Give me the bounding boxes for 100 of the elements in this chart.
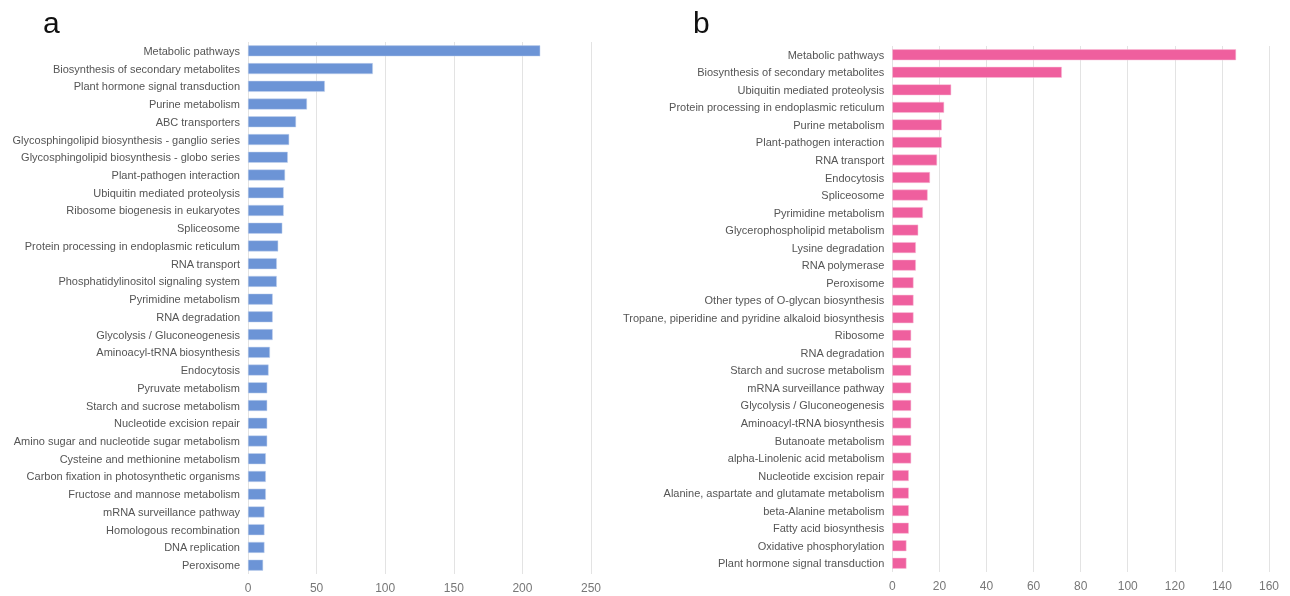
- y-tick-label: mRNA surveillance pathway: [103, 505, 241, 518]
- x-tick-label: 80: [1073, 579, 1088, 593]
- y-tick-label: Amino sugar and nucleotide sugar metabolism: [13, 435, 240, 447]
- bar: [248, 559, 264, 571]
- x-tick-label: 60: [1026, 579, 1041, 593]
- y-tick-label: RNA polymerase: [801, 259, 885, 272]
- bar: [248, 488, 266, 500]
- x-tick-label: 100: [1117, 579, 1139, 593]
- x-tick-label: 100: [375, 581, 396, 595]
- y-tick-label: Protein processing in endoplasmic reticulum: [24, 239, 240, 252]
- bar: [248, 258, 277, 270]
- bar: [248, 134, 290, 146]
- bar: [892, 364, 912, 376]
- y-tick-label: Purine metabolism: [148, 98, 240, 111]
- y-tick-label: Tropane, piperidine and pyridine alkaloid biosynthesis: [623, 311, 885, 324]
- y-tick-label: Plant hormone signal transduction: [717, 557, 885, 570]
- y-tick-label: Purine metabolism: [793, 118, 885, 131]
- bar: [248, 275, 277, 287]
- y-tick-label: beta-Alanine metabolism: [763, 504, 885, 517]
- y-tick-label: Other types of O-glycan biosynthesis: [704, 294, 885, 307]
- y-tick-label: Pyrimidine metabolism: [129, 293, 240, 306]
- bar: [892, 119, 942, 131]
- bar: [892, 101, 945, 113]
- bar: [892, 505, 909, 517]
- bar: [892, 259, 916, 271]
- y-tick-label: Nucleotide excision repair: [114, 417, 241, 430]
- bar: [892, 294, 914, 306]
- bar: [248, 329, 273, 341]
- bar: [892, 470, 909, 481]
- y-tick-label: Plant hormone signal transduction: [73, 80, 240, 93]
- y-tick-label: Glycosphingolipid biosynthesis - globo series: [21, 151, 241, 164]
- y-tick-label: Aminoacyl-tRNA biosynthesis: [96, 346, 241, 359]
- y-tick-label: Peroxisome: [826, 276, 885, 289]
- y-tick-label: RNA transport: [815, 153, 885, 166]
- y-tick-label: Ubiquitin mediated proteolysis: [737, 83, 885, 96]
- bar: [248, 63, 373, 75]
- y-tick-label: Pyruvate metabolism: [137, 381, 240, 394]
- x-tick-label: 0: [888, 579, 896, 593]
- y-tick-label: Homologous recombination: [106, 523, 240, 536]
- y-tick-label: Oxidative phosphorylation: [757, 539, 885, 552]
- y-tick-label: Alanine, aspartate and glutamate metabolism: [663, 487, 885, 500]
- y-tick-label: Butanoate metabolism: [774, 434, 885, 447]
- bar: [248, 293, 273, 305]
- bar: [892, 435, 912, 446]
- bar: [248, 453, 266, 465]
- x-tick-label: 200: [512, 581, 533, 595]
- bar: [892, 84, 952, 96]
- bar: [892, 487, 909, 499]
- bar: [248, 417, 268, 429]
- y-tick-label: Pyrimidine metabolism: [773, 206, 885, 219]
- y-tick-label: Plant-pathogen interaction: [111, 169, 240, 181]
- bar: [892, 557, 907, 569]
- y-tick-label: Glycolysis / Gluconeogenesis: [96, 328, 241, 341]
- bar: [248, 240, 279, 252]
- bar: [892, 49, 1237, 61]
- y-tick-label: Aminoacyl-tRNA biosynthesis: [740, 416, 885, 429]
- x-tick-label: 140: [1211, 579, 1233, 593]
- bar: [248, 311, 273, 323]
- bar: [892, 207, 923, 218]
- bar: [892, 417, 912, 429]
- bar: [892, 66, 1062, 78]
- chart-title: a: [43, 5, 60, 39]
- y-tick-label: Plant-pathogen interaction: [755, 136, 885, 149]
- x-tick-label: 50: [309, 581, 324, 595]
- x-tick-label: 40: [979, 579, 994, 593]
- y-tick-label: Ribosome: [834, 329, 885, 342]
- bar: [892, 540, 907, 552]
- bar: [892, 452, 912, 464]
- x-tick-label: 120: [1164, 579, 1186, 593]
- bar: [892, 347, 912, 359]
- bar: [248, 524, 265, 536]
- y-tick-label: Glycosphingolipid biosynthesis - ganglio series: [12, 133, 241, 146]
- bar: [892, 382, 912, 394]
- bar: [892, 329, 912, 341]
- bar: [248, 541, 265, 553]
- x-tick-label: 150: [443, 581, 465, 595]
- y-tick-label: Biosynthesis of secondary metabolites: [52, 62, 241, 75]
- y-tick-label: RNA transport: [170, 257, 240, 270]
- bar: [248, 151, 288, 163]
- bar: [892, 137, 942, 148]
- y-tick-label: Nucleotide excision repair: [758, 469, 885, 482]
- x-tick-label: 250: [580, 581, 602, 595]
- y-tick-label: Protein processing in endoplasmic reticulum: [669, 101, 885, 114]
- y-tick-label: Peroxisome: [181, 559, 240, 572]
- bar: [248, 169, 286, 181]
- y-tick-label: Metabolic pathways: [143, 44, 241, 57]
- y-tick-label: Starch and sucrose metabolism: [730, 364, 885, 377]
- y-tick-label: Cysteine and methionine metabolism: [59, 452, 240, 465]
- y-tick-label: Fatty acid biosynthesis: [773, 522, 885, 535]
- bar: [248, 435, 268, 447]
- y-tick-label: Glycolysis / Gluconeogenesis: [740, 399, 885, 412]
- bar: [892, 522, 909, 534]
- y-tick-label: Phosphatidylinositol signaling system: [58, 275, 240, 288]
- bar: [248, 98, 307, 110]
- y-tick-label: Endocytosis: [180, 364, 241, 377]
- bar: [248, 506, 265, 518]
- bar: [248, 45, 541, 57]
- bar: [248, 187, 284, 199]
- bar: [248, 346, 270, 358]
- x-tick-label: 20: [932, 579, 947, 593]
